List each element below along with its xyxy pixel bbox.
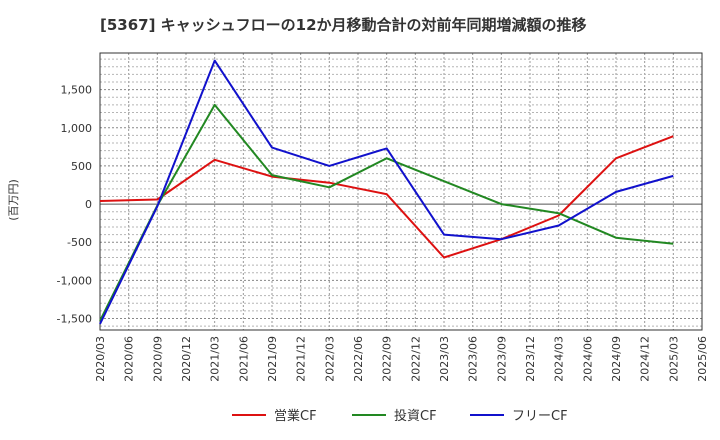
x-tick-label: 2021/03 <box>209 336 222 382</box>
x-tick-label: 2021/06 <box>237 336 250 382</box>
x-tick-label: 2023/06 <box>467 336 480 382</box>
grid-lines <box>100 53 702 330</box>
y-tick-label: 500 <box>71 160 92 173</box>
x-tick-label: 2021/12 <box>295 336 308 382</box>
x-tick-label: 2024/09 <box>610 336 623 382</box>
series-layer <box>99 59 674 325</box>
plot-frame <box>99 52 703 331</box>
x-tick-label: 2022/09 <box>381 336 394 382</box>
series-line <box>99 135 674 259</box>
y-tick-label: -1,500 <box>57 313 92 326</box>
legend: 営業CF 投資CF フリーCF <box>232 408 568 424</box>
y-axis-unit-label: (百万円) <box>7 179 20 221</box>
legend-label: フリーCF <box>512 409 568 424</box>
x-tick-label: 2020/12 <box>180 336 193 382</box>
x-tick-label: 2023/09 <box>495 336 508 382</box>
x-tick-label: 2022/12 <box>409 336 422 382</box>
series-line <box>99 59 674 325</box>
y-tick-label: -1,000 <box>57 274 92 287</box>
x-tick-label: 2023/12 <box>524 336 537 382</box>
y-tick-label: 1,500 <box>61 84 93 97</box>
x-tick-label: 2022/06 <box>352 336 365 382</box>
x-tick-label: 2025/06 <box>696 336 709 382</box>
legend-label: 投資CF <box>394 408 437 424</box>
x-tick-label: 2024/12 <box>639 336 652 382</box>
x-tick-label: 2024/06 <box>581 336 594 382</box>
y-tick-label: 1,000 <box>61 122 93 135</box>
x-tick-label: 2020/03 <box>94 336 107 382</box>
y-tick-label: -500 <box>67 236 92 249</box>
y-tick-label: 0 <box>85 198 92 211</box>
series-line <box>99 103 674 322</box>
x-tick-label: 2023/03 <box>438 336 451 382</box>
x-tick-label: 2021/09 <box>266 336 279 382</box>
x-tick-label: 2024/03 <box>553 336 566 382</box>
x-axis-ticks: 2020/03 2020/06 2020/09 2020/12 2021/03 2021/… <box>94 336 709 382</box>
chart-title: [5367] キャッシュフローの12か月移動合計の対前年同期増減額の推移 <box>100 16 587 34</box>
legend-label: 営業CF <box>274 408 317 424</box>
x-tick-label: 2020/06 <box>123 336 136 382</box>
y-axis-ticks: -1,500 -1,000 -500 0 500 1,000 1,500 <box>57 84 92 326</box>
x-tick-label: 2025/03 <box>667 336 680 382</box>
x-tick-label: 2022/03 <box>323 336 336 382</box>
x-tick-label: 2020/09 <box>151 336 164 382</box>
